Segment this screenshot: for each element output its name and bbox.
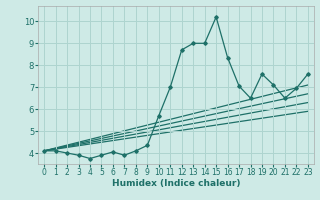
X-axis label: Humidex (Indice chaleur): Humidex (Indice chaleur) — [112, 179, 240, 188]
